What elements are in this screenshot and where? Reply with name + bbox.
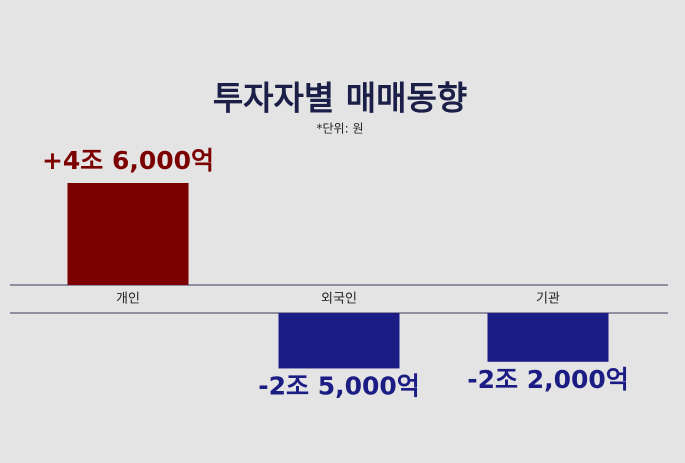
category-label: 기관 (536, 292, 560, 307)
bar (278, 313, 400, 369)
value-label: +4조 6,000억 (42, 146, 214, 175)
chart-subtitle: *단위: 원 (317, 122, 364, 136)
value-label: -2조 2,000억 (467, 365, 629, 394)
value-label: -2조 5,000억 (258, 371, 420, 400)
category-label: 외국인 (321, 292, 357, 307)
category-label: 개인 (116, 292, 140, 307)
bar (487, 313, 609, 362)
bar (67, 183, 189, 285)
chart-title: 투자자별 매매동향 (213, 79, 467, 118)
